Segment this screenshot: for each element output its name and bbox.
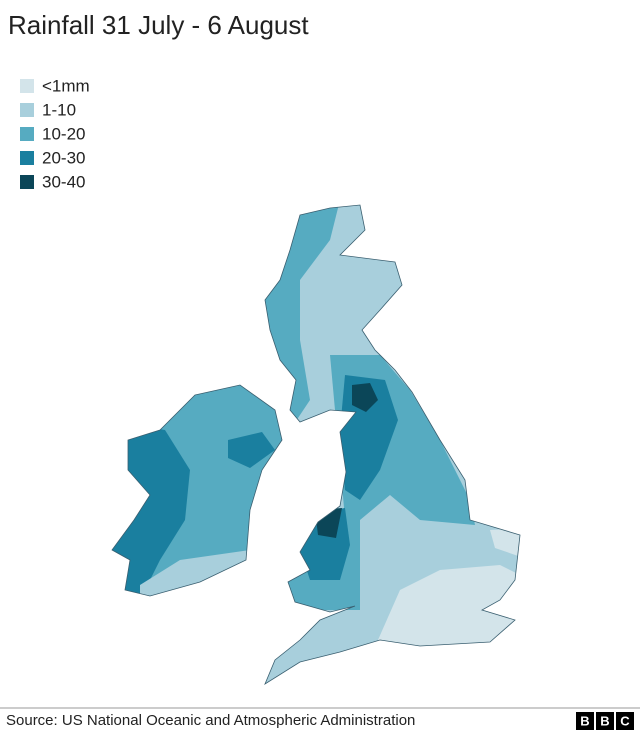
legend: <1mm 1-10 10-20 20-30 30-40 xyxy=(20,76,90,191)
great-britain xyxy=(265,205,520,684)
legend-swatch xyxy=(20,79,34,93)
region-belfast xyxy=(228,432,275,468)
logo-letter: C xyxy=(620,713,630,728)
legend-label: 10-20 xyxy=(42,124,85,143)
logo-letter: B xyxy=(600,713,609,728)
title: Rainfall 31 July - 6 August xyxy=(8,10,309,40)
logo-letter: B xyxy=(580,713,589,728)
legend-swatch xyxy=(20,151,34,165)
legend-label: 1-10 xyxy=(42,100,76,119)
legend-swatch xyxy=(20,103,34,117)
legend-swatch xyxy=(20,175,34,189)
logo-box xyxy=(616,712,634,730)
logo-box xyxy=(576,712,594,730)
legend-label: 30-40 xyxy=(42,172,85,191)
logo-box xyxy=(596,712,614,730)
source: Source: US National Oceanic and Atmosphe… xyxy=(6,712,415,729)
legend-label: <1mm xyxy=(42,76,90,95)
legend-label: 20-30 xyxy=(42,148,85,167)
legend-swatch xyxy=(20,127,34,141)
region-peak-north xyxy=(352,383,378,412)
region-east-anglia xyxy=(490,528,520,560)
